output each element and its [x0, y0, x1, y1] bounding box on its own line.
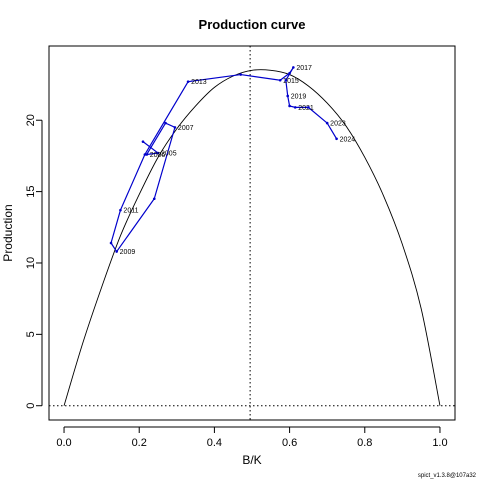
point-label: 2009 — [120, 249, 136, 256]
point-label: 2017 — [296, 65, 312, 72]
trajectory-point — [292, 66, 295, 69]
trajectory-point — [335, 137, 338, 141]
plot-frame — [48, 45, 456, 421]
x-tick-label: 1.0 — [432, 437, 447, 449]
x-tick-label: 0.8 — [357, 437, 372, 449]
trajectory-point — [278, 78, 282, 82]
trajectory-line — [110, 67, 338, 253]
x-tick-label: 0.2 — [132, 437, 147, 449]
trajectory-point — [143, 153, 147, 156]
x-tick-label: 0.0 — [56, 437, 71, 449]
point-label: 2011 — [123, 208, 138, 215]
trajectory-point — [141, 140, 145, 143]
point-label: 2019 — [291, 93, 307, 100]
y-tick-label: 0 — [25, 403, 37, 409]
trajectory-point — [288, 104, 291, 108]
x-tick-label: 0.4 — [207, 437, 222, 449]
trajectory-point — [307, 106, 310, 109]
trajectory-point — [156, 151, 160, 155]
x-axis: 0.0 0.2 0.4 0.6 0.8 1.0 — [56, 426, 448, 449]
footer-version: spict_v1.3.8@107a32 — [418, 473, 477, 479]
y-axis-label: Production — [1, 204, 15, 261]
y-tick-label: 5 — [25, 331, 37, 337]
point-label: 2023 — [330, 121, 346, 128]
x-axis-label: B/K — [242, 453, 261, 467]
trajectory-point — [293, 106, 297, 109]
production-curve — [63, 69, 441, 406]
reference-lines — [49, 46, 455, 420]
trajectory-point — [145, 153, 149, 156]
trajectory-point — [325, 121, 329, 125]
trajectory-point — [186, 80, 190, 83]
chart-title: Production curve — [199, 17, 306, 32]
production-curve-layer — [63, 69, 441, 406]
point-label: 2007 — [178, 125, 194, 132]
point-label: 2005 — [161, 151, 177, 158]
trajectory-point — [173, 126, 177, 129]
trajectory-point — [119, 208, 122, 212]
y-tick-label: 20 — [25, 114, 37, 126]
point-label: 2006 — [150, 152, 166, 159]
trajectory-point — [115, 250, 118, 253]
y-tick-label: 10 — [25, 257, 37, 269]
point-label: 2024 — [340, 136, 356, 143]
y-tick-label: 15 — [25, 185, 37, 197]
y-axis: 0 5 10 15 20 — [25, 114, 43, 409]
trajectory-point — [152, 197, 156, 201]
trajectory-point — [286, 94, 290, 98]
trajectory-point — [109, 241, 113, 245]
trajectory-point — [164, 121, 167, 125]
trajectory-point — [288, 71, 291, 75]
trajectory-point — [239, 73, 243, 76]
point-label: 2015 — [283, 78, 299, 85]
x-tick-label: 0.6 — [282, 437, 297, 449]
point-label: 2021 — [298, 105, 314, 112]
axes: 0.0 0.2 0.4 0.6 0.8 1.0 0 5 10 15 20 — [25, 114, 448, 449]
point-label: 2013 — [191, 79, 207, 86]
trajectory-point — [284, 78, 288, 82]
